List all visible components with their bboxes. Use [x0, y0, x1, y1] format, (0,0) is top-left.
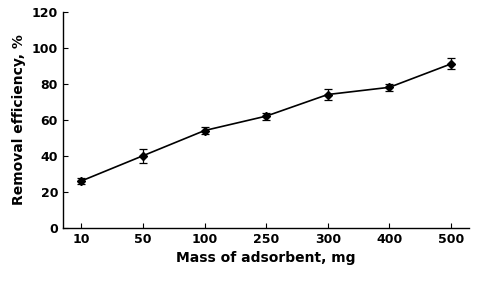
- X-axis label: Mass of adsorbent, mg: Mass of adsorbent, mg: [177, 251, 356, 265]
- Y-axis label: Removal efficiency, %: Removal efficiency, %: [12, 34, 26, 205]
